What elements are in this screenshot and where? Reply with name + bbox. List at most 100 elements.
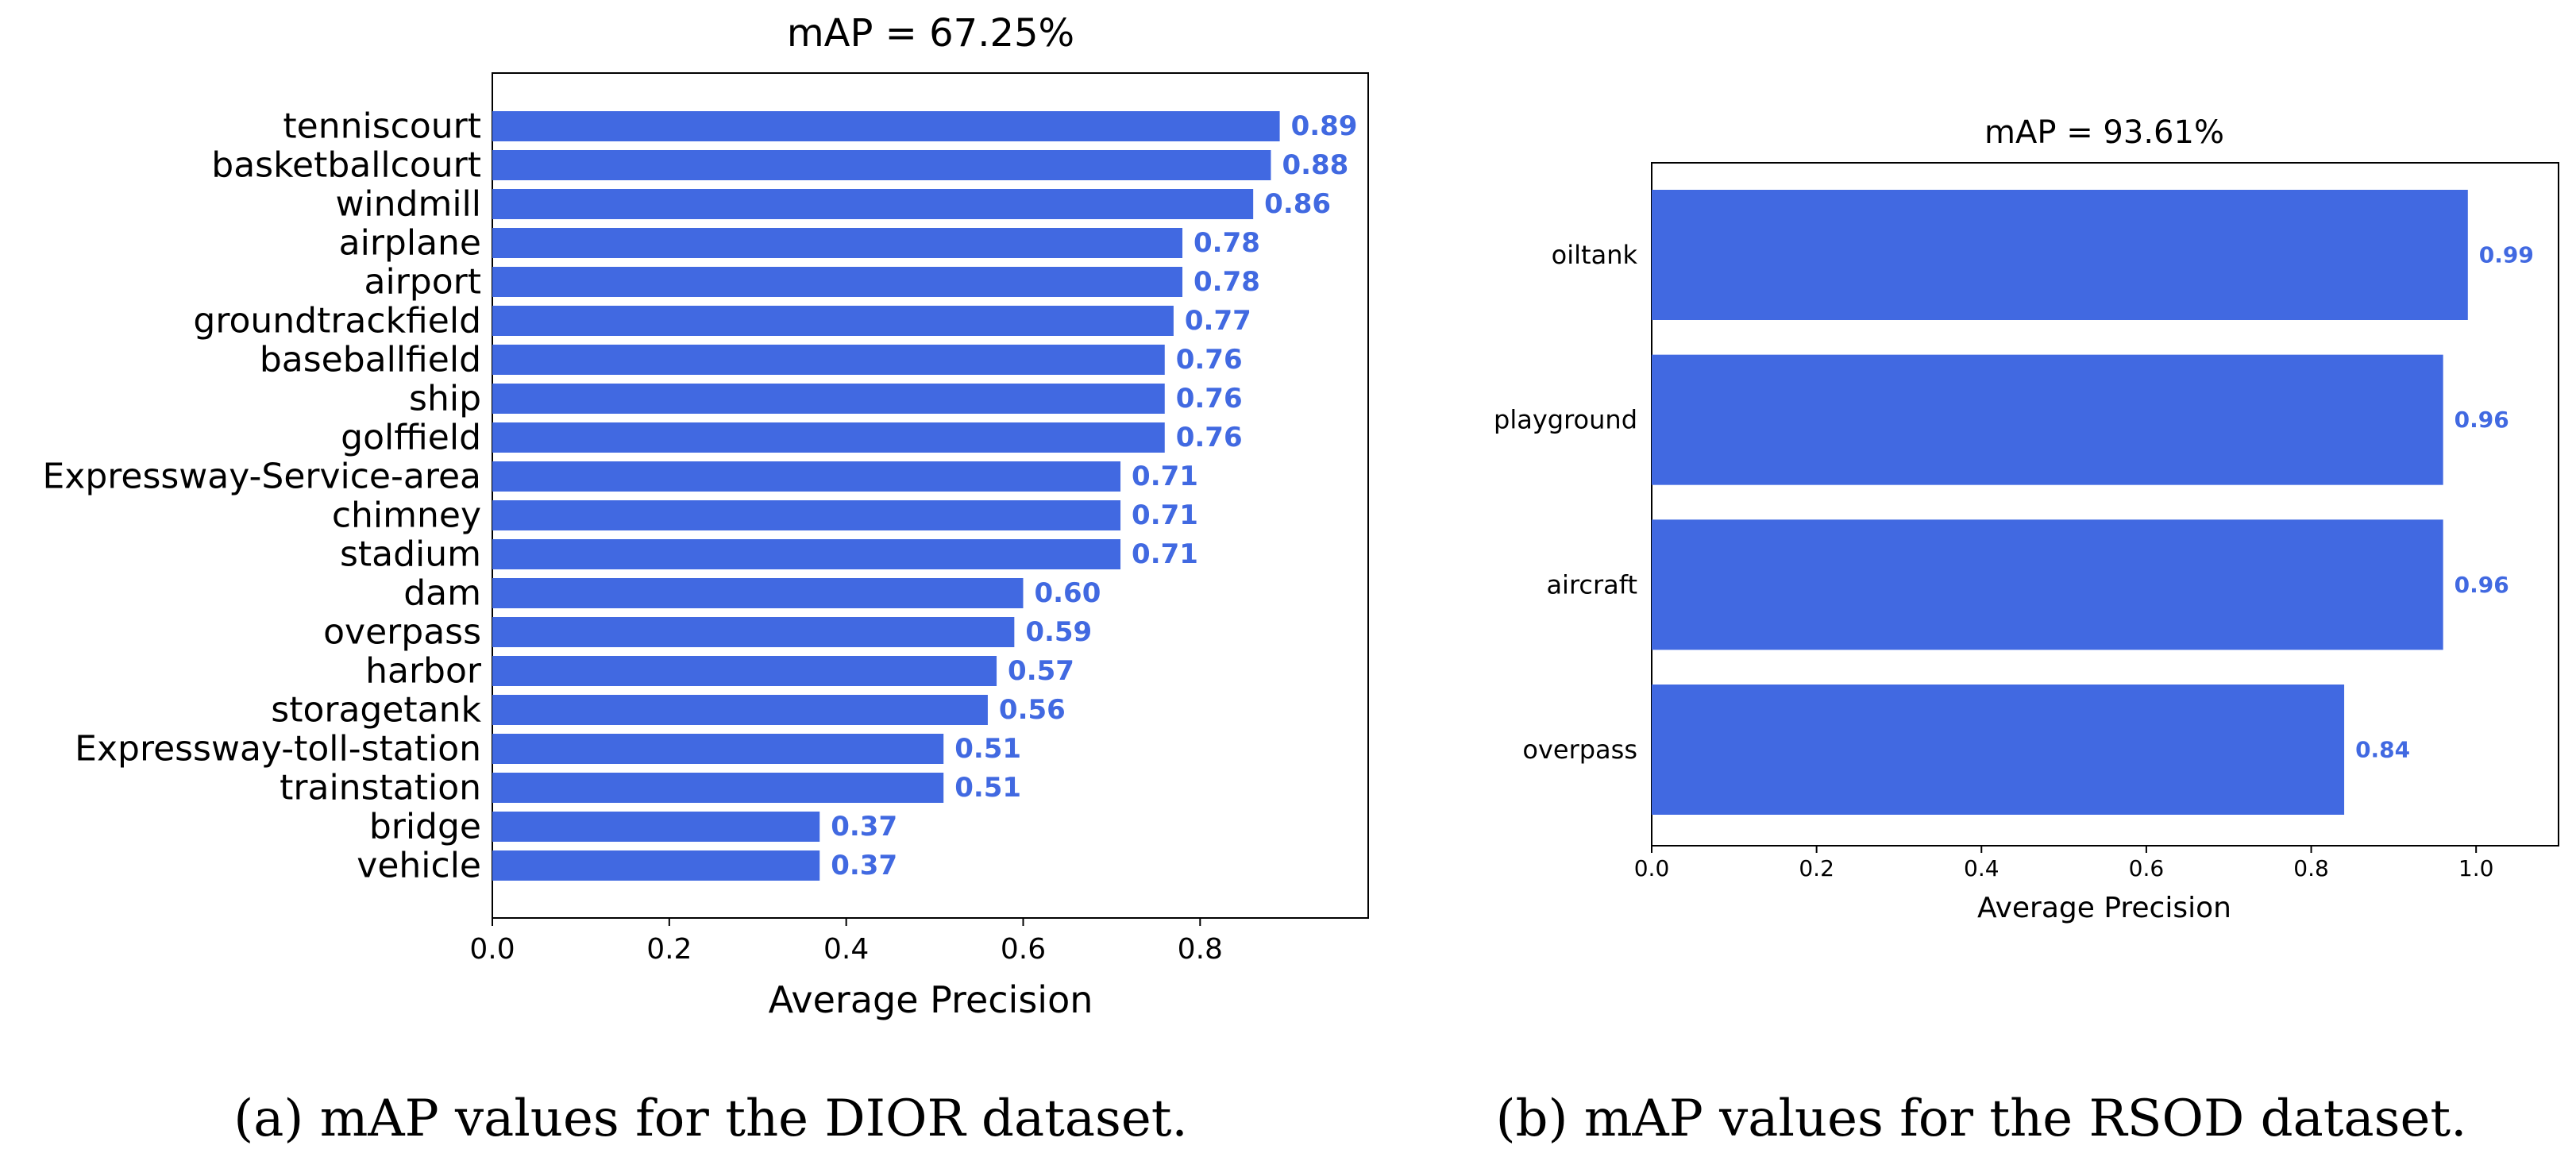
bar-ship — [492, 384, 1165, 414]
category-label: tenniscourt — [283, 106, 481, 147]
chart-a-value-labels: 0.890.880.860.780.780.770.760.760.760.71… — [831, 110, 1357, 881]
x-tick-label: 0.4 — [823, 933, 869, 966]
bar-bridge — [492, 812, 820, 842]
chart-dior: mAP = 67.25% tenniscourtbasketballcourtw… — [42, 11, 1369, 1148]
category-label: stadium — [340, 534, 481, 575]
chart-a-bars — [492, 111, 1280, 881]
value-label: 0.51 — [954, 772, 1021, 804]
bar-groundtrackfield — [492, 306, 1174, 336]
bar-overpass — [1652, 685, 2345, 815]
chart-rsod: mAP = 93.61% oiltank playground aircraft ov… — [1494, 114, 2559, 1148]
bar-tenniscourt — [492, 111, 1280, 141]
value-label: 0.86 — [1264, 188, 1331, 220]
chart-a-x-axis-label: Average Precision — [769, 978, 1093, 1021]
category-label: bridge — [369, 807, 481, 847]
category-label: airport — [364, 262, 481, 303]
chart-b-bars — [1652, 190, 2468, 815]
value-label: 0.37 — [831, 811, 897, 843]
x-tick-label: 0.2 — [646, 933, 692, 966]
x-tick-label: 0.8 — [2293, 855, 2329, 881]
category-label: golffield — [341, 418, 481, 458]
bar-aircraft — [1652, 519, 2443, 650]
x-tick-label: 1.0 — [2458, 855, 2494, 881]
value-label: 0.71 — [1132, 499, 1198, 531]
chart-b-caption: (b) mAP values for the RSOD dataset. — [1496, 1090, 2467, 1148]
x-tick-label: 0.2 — [1799, 855, 1834, 881]
bar-playground — [1652, 354, 2443, 485]
bar-windmill — [492, 189, 1254, 219]
category-label: Expressway-Service-area — [42, 457, 481, 497]
chart-b-plot-frame — [1651, 162, 2559, 847]
x-tick-label: 0.6 — [2129, 855, 2165, 881]
chart-a-category-labels: tenniscourtbasketballcourtwindmillairpla… — [42, 106, 481, 886]
chart-a-caption: (a) mAP values for the DIOR dataset. — [233, 1090, 1188, 1148]
value-label: 0.89 — [1291, 110, 1358, 142]
value-label: 0.96 — [2455, 572, 2509, 598]
bar-expressway-toll-station — [492, 734, 944, 764]
bar-dam — [492, 578, 1024, 608]
x-tick-label: 0.0 — [1634, 855, 1670, 881]
x-tick-label: 0.8 — [1178, 933, 1223, 966]
category-label: ship — [409, 379, 481, 419]
chart-b-x-ticks: 0.0 0.2 0.4 0.6 0.8 1.0 — [1634, 846, 2494, 881]
bar-harbor — [492, 656, 997, 686]
category-label: playground — [1494, 405, 1637, 435]
bar-airport — [492, 267, 1183, 297]
value-label: 0.88 — [1282, 149, 1348, 181]
x-tick-label: 0.0 — [469, 933, 515, 966]
bar-overpass — [492, 617, 1015, 647]
category-label: chimney — [332, 496, 481, 536]
value-label: 0.76 — [1176, 344, 1243, 376]
bar-baseballfield — [492, 345, 1165, 375]
value-label: 0.78 — [1194, 227, 1260, 259]
category-label: basketballcourt — [211, 145, 481, 186]
category-label: dam — [403, 573, 481, 614]
value-label: 0.84 — [2355, 737, 2410, 763]
value-label: 0.76 — [1176, 383, 1243, 415]
value-label: 0.60 — [1034, 577, 1101, 609]
category-label: trainstation — [280, 768, 481, 808]
chart-a-title: mAP = 67.25% — [787, 11, 1074, 56]
category-label: baseballfield — [260, 340, 481, 380]
bar-chimney — [492, 500, 1121, 530]
category-label: vehicle — [357, 846, 481, 886]
value-label: 0.71 — [1132, 461, 1198, 492]
value-label: 0.56 — [999, 694, 1066, 726]
value-label: 0.59 — [1025, 616, 1092, 648]
category-label: groundtrackfield — [193, 301, 481, 341]
category-label: storagetank — [271, 690, 481, 731]
bar-storagetank — [492, 695, 988, 725]
value-label: 0.78 — [1194, 266, 1260, 298]
chart-a-plot-frame — [492, 72, 1369, 919]
bar-trainstation — [492, 773, 944, 803]
value-label: 0.71 — [1132, 538, 1198, 570]
chart-b-x-axis-label: Average Precision — [1977, 892, 2231, 924]
chart-b-title: mAP = 93.61% — [1984, 114, 2224, 151]
value-label: 0.57 — [1008, 655, 1074, 687]
category-label: overpass — [323, 612, 481, 653]
chart-a-x-ticks: 0.0 0.2 0.4 0.6 0.8 — [469, 918, 1223, 966]
category-label: harbor — [365, 651, 482, 692]
category-label: oiltank — [1552, 240, 1638, 270]
chart-b-value-labels: 0.99 0.96 0.96 0.84 — [2355, 242, 2534, 763]
bar-stadium — [492, 539, 1121, 569]
bar-oiltank — [1652, 190, 2468, 320]
category-label: aircraft — [1546, 569, 1637, 600]
x-tick-label: 0.6 — [1001, 933, 1046, 966]
category-label: windmill — [335, 184, 481, 225]
value-label: 0.51 — [954, 733, 1021, 765]
value-label: 0.76 — [1176, 422, 1243, 453]
bar-airplane — [492, 228, 1183, 258]
bar-basketballcourt — [492, 150, 1271, 180]
category-label: Expressway-toll-station — [75, 729, 481, 769]
bar-vehicle — [492, 850, 820, 881]
value-label: 0.96 — [2455, 407, 2509, 433]
bar-expressway-service-area — [492, 461, 1121, 492]
value-label: 0.77 — [1185, 305, 1251, 337]
bar-golffield — [492, 422, 1165, 453]
value-label: 0.99 — [2479, 242, 2534, 268]
x-tick-label: 0.4 — [1964, 855, 1999, 881]
category-label: airplane — [339, 223, 481, 264]
value-label: 0.37 — [831, 850, 897, 881]
